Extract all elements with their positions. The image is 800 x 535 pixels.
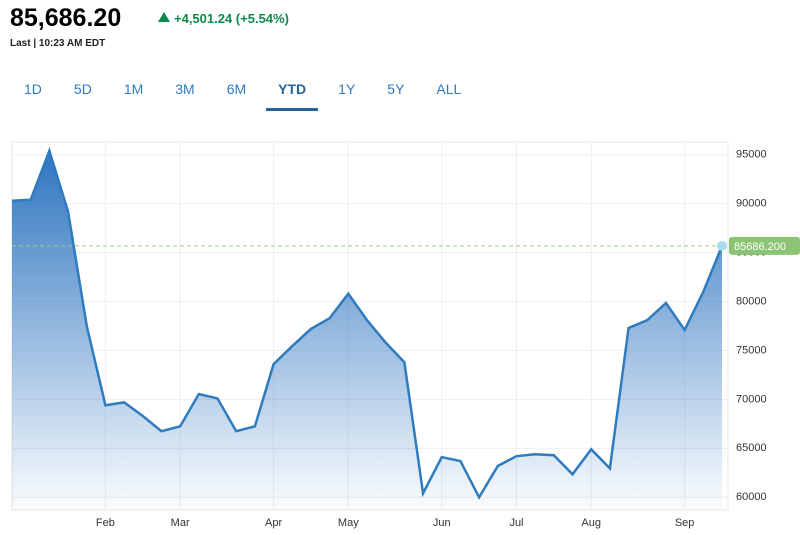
y-tick-label: 75000: [736, 344, 767, 356]
y-tick-label: 60000: [736, 491, 767, 503]
y-tick-label: 65000: [736, 442, 767, 454]
x-tick-label: May: [338, 517, 359, 529]
change-text: +4,501.24 (+5.54%): [174, 11, 289, 26]
range-tab[interactable]: 6M: [226, 81, 247, 97]
x-tick-label: Jul: [509, 517, 523, 529]
line: [11, 146, 724, 500]
y-tick-label: 70000: [736, 393, 767, 405]
range-tab[interactable]: ALL: [436, 81, 462, 97]
current-label: 85686.200: [734, 241, 786, 253]
range-tab[interactable]: YTD: [266, 72, 319, 111]
current-dot: [717, 240, 727, 251]
x-tick-label: Feb: [96, 517, 115, 529]
range-tab[interactable]: 1D: [24, 81, 42, 97]
x-tick-label: Aug: [581, 517, 601, 529]
area: [12, 150, 722, 510]
range-tab[interactable]: 5D: [73, 81, 92, 97]
price: 85,686.20: [10, 4, 122, 32]
range-tab[interactable]: 1Y: [338, 81, 356, 97]
y-tick-label: 90000: [736, 198, 767, 210]
last-time: Last | 10:23 AM EDT: [10, 38, 106, 49]
range-tab[interactable]: 5Y: [387, 81, 405, 97]
x-tick-label: Jun: [433, 517, 451, 529]
x-tick-label: Mar: [171, 517, 190, 529]
current-badge: [729, 236, 800, 255]
x-tick-label: Apr: [265, 517, 282, 529]
change: +4,501.24 (+5.54%): [158, 11, 289, 26]
range-tab[interactable]: 1M: [123, 81, 144, 97]
x-tick-label: Sep: [675, 517, 695, 529]
y-tick-label: 95000: [736, 149, 767, 161]
range-tabs: 1D 5D 1M 3M 6M YTD 1Y 5Y ALL: [12, 72, 481, 111]
y-tick-label: 80000: [736, 295, 767, 307]
up-arrow: [158, 12, 170, 22]
range-tab[interactable]: 3M: [175, 81, 195, 97]
